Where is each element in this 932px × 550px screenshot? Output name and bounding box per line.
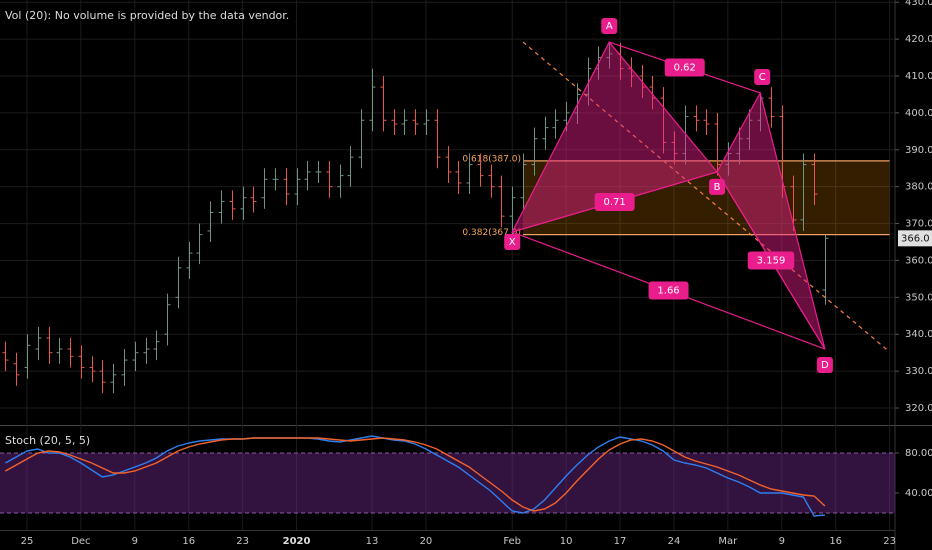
y-tick-label: 410.0 [905, 71, 932, 82]
y-tick-label: 380.0 [905, 182, 932, 193]
x-tick-label: 9 [132, 536, 138, 547]
point-box [504, 234, 521, 251]
stoch-line [5, 437, 826, 512]
ratio-label: 0.62 [674, 63, 696, 74]
x-tick-label: 23 [236, 536, 249, 547]
x-tick-label: 10 [560, 536, 573, 547]
x-tick-label: Mar [718, 536, 738, 547]
stoch-line [5, 435, 825, 517]
trendline [522, 41, 890, 353]
point-box [816, 357, 833, 374]
stoch-band [0, 453, 895, 513]
stoch-pane [0, 435, 895, 517]
point-box [754, 68, 771, 85]
x-tick-label: 13 [366, 536, 379, 547]
fib-label: 0.618(387.0) [462, 154, 521, 164]
ratio-label: 1.66 [657, 286, 679, 297]
x-tick-label: 16 [182, 536, 195, 547]
volume-note: Vol (20): No volume is provided by the d… [5, 9, 289, 22]
point-box [601, 18, 618, 35]
y-tick-label: 80.00 [905, 448, 932, 459]
x-tick-label: 20 [420, 536, 433, 547]
point-label: D [821, 360, 829, 371]
y-tick-label: 400.0 [905, 108, 932, 119]
x-tick-label: Dec [71, 536, 90, 547]
last-price-tag [898, 230, 932, 247]
x-tick-label: 2020 [283, 536, 311, 547]
y-tick-label: 320.0 [905, 403, 932, 414]
fib-label: 0.382(367.0) [462, 228, 521, 238]
ratio-box [594, 192, 635, 211]
x-tick-label: 17 [614, 536, 627, 547]
stoch-title: Stoch (20, 5, 5) [5, 434, 90, 447]
y-tick-label: 390.0 [905, 145, 932, 156]
y-tick-label: 350.0 [905, 292, 932, 303]
ratio-box [664, 58, 705, 77]
x-tick-label: 25 [21, 536, 34, 547]
ratio-box [648, 281, 689, 300]
point-label: C [759, 72, 766, 83]
y-tick-label: 40.00 [905, 488, 932, 499]
y-tick-label: 430.0 [905, 0, 932, 8]
y-tick-label: 360.0 [905, 255, 932, 266]
grid [0, 0, 895, 530]
x-tick-label: 9 [779, 536, 785, 547]
y-tick-label: 340.0 [905, 329, 932, 340]
x-tick-label: Feb [503, 536, 521, 547]
price-pane: 0.618(387.0) 0.382(367.0) 0.62 0.71 1.66 3.15… [2, 18, 890, 394]
x-tick-label: 23 [883, 536, 896, 547]
ratio-box [747, 251, 795, 270]
ratio-label: 3.159 [757, 255, 786, 266]
point-label: A [606, 21, 613, 32]
point-label: X [509, 237, 516, 248]
x-tick-label: 16 [829, 536, 842, 547]
ratio-label: 0.71 [604, 197, 626, 208]
y-tick-label: 330.0 [905, 366, 932, 377]
point-label: B [714, 182, 721, 193]
y-tick-label: 420.0 [905, 34, 932, 45]
point-box [709, 178, 726, 195]
x-tick-label: 24 [668, 536, 681, 547]
last-price-label: 366.0 [901, 233, 930, 244]
y-tick-label: 370.0 [905, 219, 932, 230]
